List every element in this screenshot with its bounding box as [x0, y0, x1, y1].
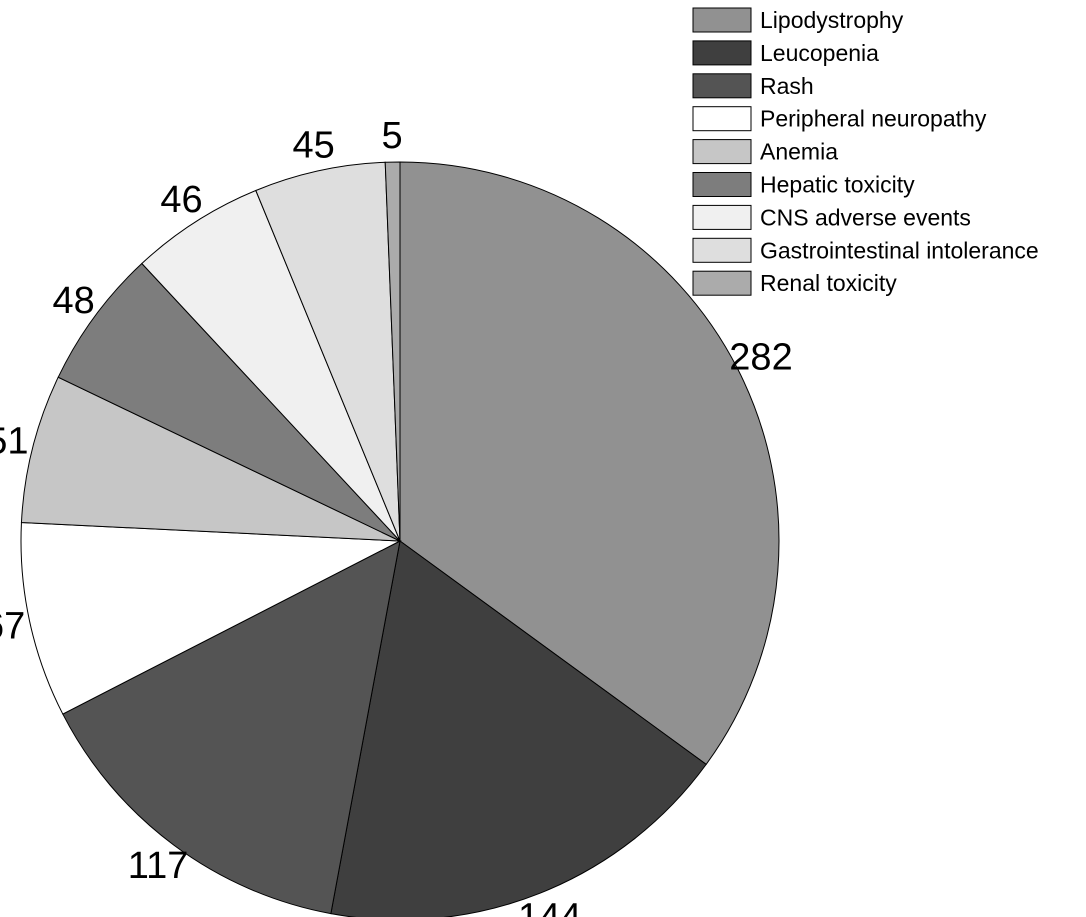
legend-label-hepatic-toxicity: Hepatic toxicity — [760, 172, 915, 198]
slice-value-label-peripheral-neuropathy: 67 — [0, 606, 25, 648]
legend-label-gastrointestinal-intolerance: Gastrointestinal intolerance — [760, 237, 1039, 263]
slice-value-label-hepatic-toxicity: 48 — [53, 280, 95, 322]
legend-label-cns-adverse-events: CNS adverse events — [760, 204, 971, 230]
legend-swatch-cns-adverse-events — [693, 205, 751, 229]
legend-label-peripheral-neuropathy: Peripheral neuropathy — [760, 106, 987, 132]
pie-slices — [21, 162, 779, 917]
slice-value-label-cns-adverse-events: 46 — [160, 179, 202, 221]
legend-label-renal-toxicity: Renal toxicity — [760, 270, 897, 296]
slice-value-label-anemia: 51 — [0, 421, 29, 463]
legend-label-anemia: Anemia — [760, 139, 838, 165]
chart-legend: Lipodystrophy Leucopenia Rash Peripheral ne… — [693, 7, 1039, 296]
legend-swatch-gastrointestinal-intolerance — [693, 238, 751, 262]
legend-swatch-rash — [693, 74, 751, 98]
legend-swatch-hepatic-toxicity — [693, 173, 751, 197]
slice-value-label-rash: 117 — [128, 845, 189, 887]
legend-swatch-lipodystrophy — [693, 8, 751, 32]
slice-value-label-gastrointestinal-intolerance: 45 — [293, 124, 335, 166]
legend-label-leucopenia: Leucopenia — [760, 40, 879, 66]
legend-swatch-anemia — [693, 140, 751, 164]
legend-swatch-peripheral-neuropathy — [693, 107, 751, 131]
legend-label-rash: Rash — [760, 73, 814, 99]
legend-label-lipodystrophy: Lipodystrophy — [760, 7, 904, 33]
legend-swatch-leucopenia — [693, 41, 751, 65]
legend-swatch-renal-toxicity — [693, 271, 751, 295]
slice-value-label-renal-toxicity: 5 — [382, 115, 403, 157]
slice-value-label-lipodystrophy: 282 — [729, 337, 792, 379]
slice-value-label-leucopenia: 144 — [518, 896, 581, 917]
